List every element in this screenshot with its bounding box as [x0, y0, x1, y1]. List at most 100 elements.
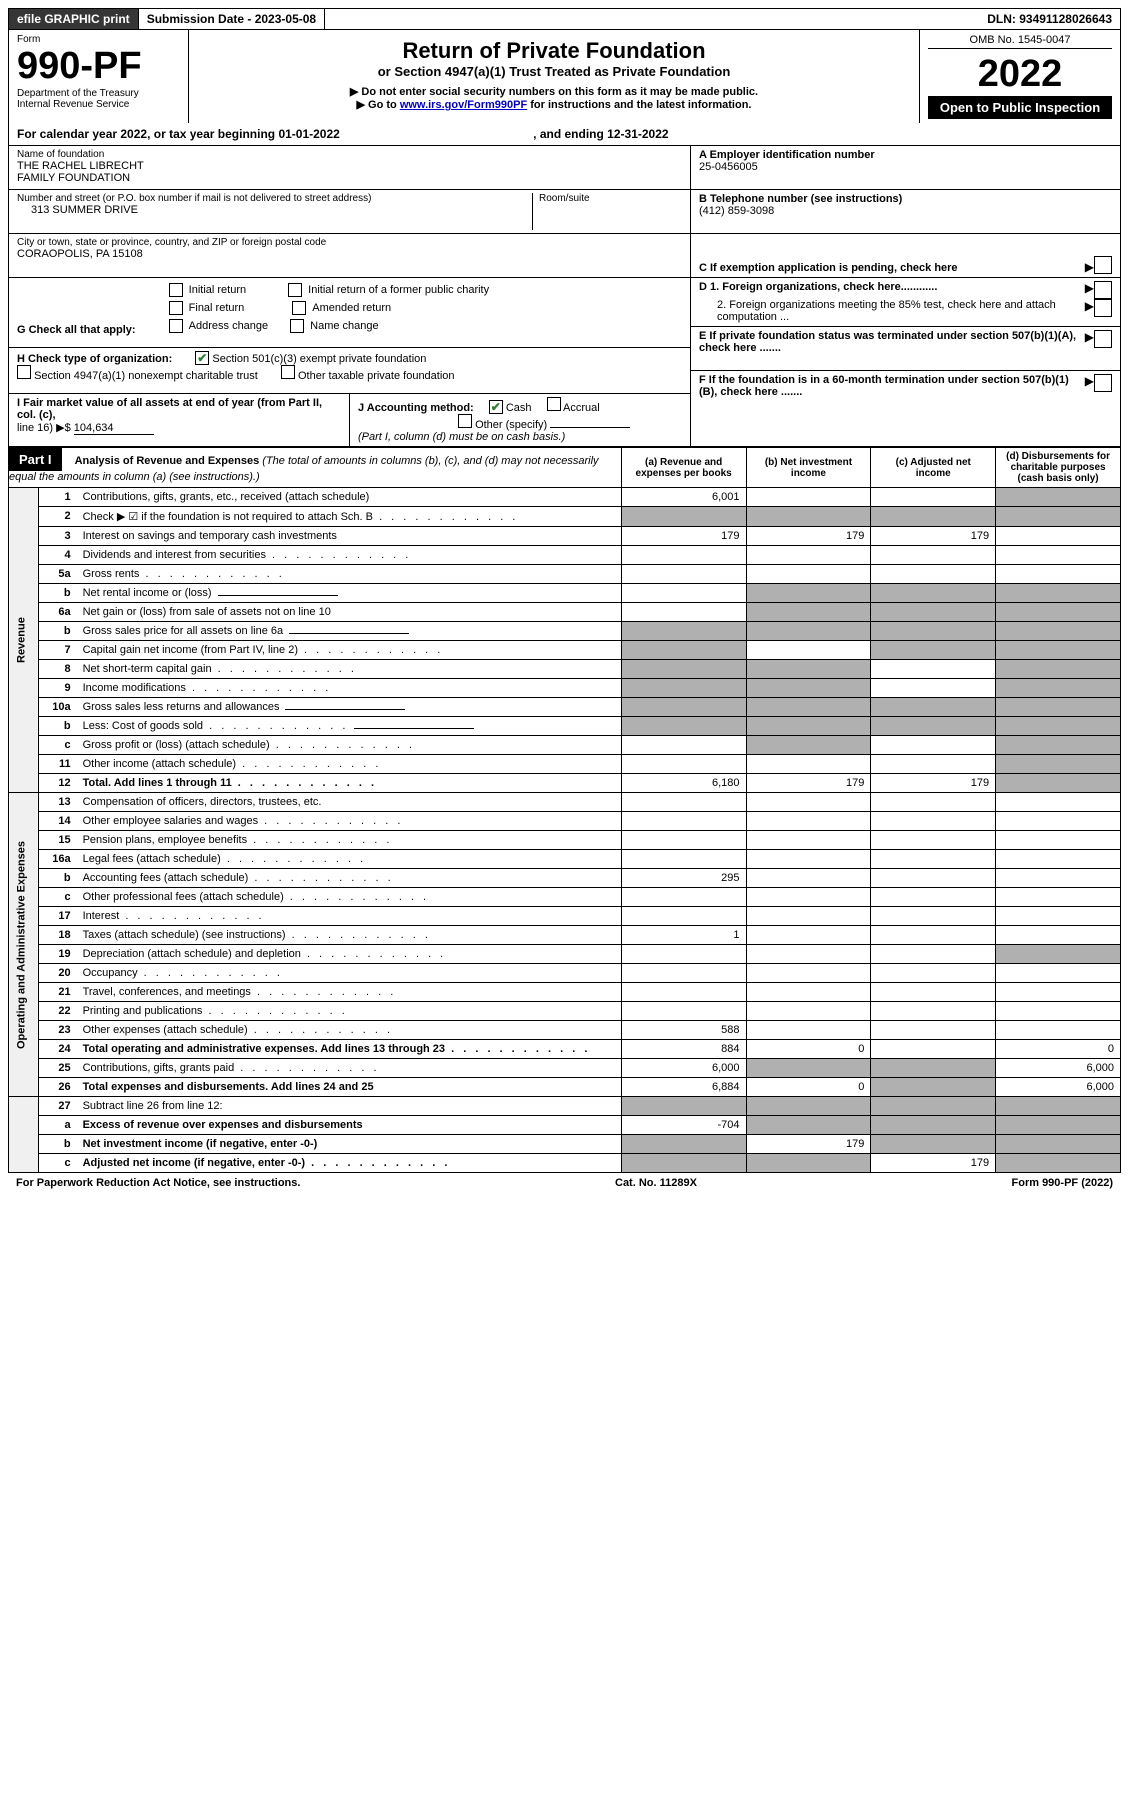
value-cell — [871, 831, 996, 850]
value-cell — [746, 983, 871, 1002]
value-cell — [996, 488, 1121, 507]
table-row: 17Interest — [9, 907, 1121, 926]
60month-checkbox[interactable] — [1094, 374, 1112, 392]
dln: DLN: 93491128026643 — [979, 9, 1120, 29]
value-cell — [996, 774, 1121, 793]
line-number: 4 — [38, 546, 77, 565]
col-d-header: (d) Disbursements for charitable purpose… — [996, 448, 1121, 488]
footer: For Paperwork Reduction Act Notice, see … — [8, 1173, 1121, 1193]
other-taxable-checkbox[interactable] — [281, 365, 295, 379]
line-desc: Income modifications — [77, 679, 622, 698]
line-number: 16a — [38, 850, 77, 869]
line-number: c — [38, 888, 77, 907]
value-cell: 179 — [746, 1135, 871, 1154]
initial-former-checkbox[interactable] — [288, 283, 302, 297]
value-cell: 295 — [621, 869, 746, 888]
501c3-checkbox[interactable] — [195, 351, 209, 365]
value-cell — [746, 1097, 871, 1116]
line-number: 17 — [38, 907, 77, 926]
value-cell: 6,001 — [621, 488, 746, 507]
value-cell: 0 — [746, 1040, 871, 1059]
table-row: bNet rental income or (loss) — [9, 584, 1121, 603]
table-row: 6aNet gain or (loss) from sale of assets… — [9, 603, 1121, 622]
value-cell — [996, 603, 1121, 622]
line-desc: Compensation of officers, directors, tru… — [77, 793, 622, 812]
fmv-value: 104,634 — [74, 422, 154, 435]
value-cell — [621, 565, 746, 584]
line-number: 21 — [38, 983, 77, 1002]
value-cell — [746, 698, 871, 717]
line-number: b — [38, 717, 77, 736]
line-desc: Subtract line 26 from line 12: — [77, 1097, 622, 1116]
value-cell — [621, 622, 746, 641]
table-row: 18Taxes (attach schedule) (see instructi… — [9, 926, 1121, 945]
line-desc: Net investment income (if negative, ente… — [77, 1135, 622, 1154]
value-cell — [871, 546, 996, 565]
phone-value: (412) 859-3098 — [699, 205, 1112, 217]
value-cell — [996, 755, 1121, 774]
4947-checkbox[interactable] — [17, 365, 31, 379]
value-cell — [746, 1116, 871, 1135]
value-cell — [621, 717, 746, 736]
value-cell: 1 — [621, 926, 746, 945]
line-desc: Net gain or (loss) from sale of assets n… — [77, 603, 622, 622]
exemption-pending-checkbox[interactable] — [1094, 256, 1112, 274]
col-a-header: (a) Revenue and expenses per books — [621, 448, 746, 488]
d2-label: 2. Foreign organizations meeting the 85%… — [699, 299, 1085, 323]
value-cell — [621, 945, 746, 964]
line-number: 1 — [38, 488, 77, 507]
omb-number: OMB No. 1545-0047 — [928, 34, 1112, 49]
name-change-checkbox[interactable] — [290, 319, 304, 333]
value-cell — [746, 1154, 871, 1173]
inspection-badge: Open to Public Inspection — [928, 96, 1112, 119]
value-cell — [996, 717, 1121, 736]
table-row: 27Subtract line 26 from line 12: — [9, 1097, 1121, 1116]
instructions-link[interactable]: www.irs.gov/Form990PF — [400, 99, 527, 111]
foreign-org-checkbox[interactable] — [1094, 281, 1112, 299]
value-cell: -704 — [621, 1116, 746, 1135]
line-number: 24 — [38, 1040, 77, 1059]
value-cell — [996, 507, 1121, 527]
foreign-85-checkbox[interactable] — [1094, 299, 1112, 317]
value-cell — [871, 736, 996, 755]
value-cell — [996, 679, 1121, 698]
table-row: bGross sales price for all assets on lin… — [9, 622, 1121, 641]
tax-year: 2022 — [928, 53, 1112, 96]
line-number: 20 — [38, 964, 77, 983]
cash-checkbox[interactable] — [489, 400, 503, 414]
value-cell — [871, 945, 996, 964]
value-cell — [996, 793, 1121, 812]
table-row: 20Occupancy — [9, 964, 1121, 983]
table-row: 2Check ▶ ☑ if the foundation is not requ… — [9, 507, 1121, 527]
line-desc: Dividends and interest from securities — [77, 546, 622, 565]
address-change-checkbox[interactable] — [169, 319, 183, 333]
value-cell — [621, 698, 746, 717]
efile-btn[interactable]: efile GRAPHIC print — [9, 9, 139, 29]
table-row: 8Net short-term capital gain — [9, 660, 1121, 679]
final-return-checkbox[interactable] — [169, 301, 183, 315]
amended-return-checkbox[interactable] — [292, 301, 306, 315]
table-row: 10aGross sales less returns and allowanc… — [9, 698, 1121, 717]
section-sidebar-blank — [9, 1097, 39, 1173]
section-sidebar: Operating and Administrative Expenses — [9, 793, 39, 1097]
line-desc: Gross rents — [77, 565, 622, 584]
line-desc: Net rental income or (loss) — [77, 584, 622, 603]
value-cell — [621, 584, 746, 603]
line-desc: Other income (attach schedule) — [77, 755, 622, 774]
line-desc: Interest — [77, 907, 622, 926]
table-row: 24Total operating and administrative exp… — [9, 1040, 1121, 1059]
form-subtitle: or Section 4947(a)(1) Trust Treated as P… — [197, 64, 911, 79]
terminated-checkbox[interactable] — [1094, 330, 1112, 348]
table-row: cOther professional fees (attach schedul… — [9, 888, 1121, 907]
table-row: 15Pension plans, employee benefits — [9, 831, 1121, 850]
street-label: Number and street (or P.O. box number if… — [17, 193, 532, 204]
line-number: 8 — [38, 660, 77, 679]
col-b-header: (b) Net investment income — [746, 448, 871, 488]
foundation-name-2: FAMILY FOUNDATION — [17, 172, 682, 184]
line-number: 6a — [38, 603, 77, 622]
initial-return-checkbox[interactable] — [169, 283, 183, 297]
accrual-checkbox[interactable] — [547, 397, 561, 411]
line-number: 9 — [38, 679, 77, 698]
other-method-checkbox[interactable] — [458, 414, 472, 428]
table-row: 11Other income (attach schedule) — [9, 755, 1121, 774]
